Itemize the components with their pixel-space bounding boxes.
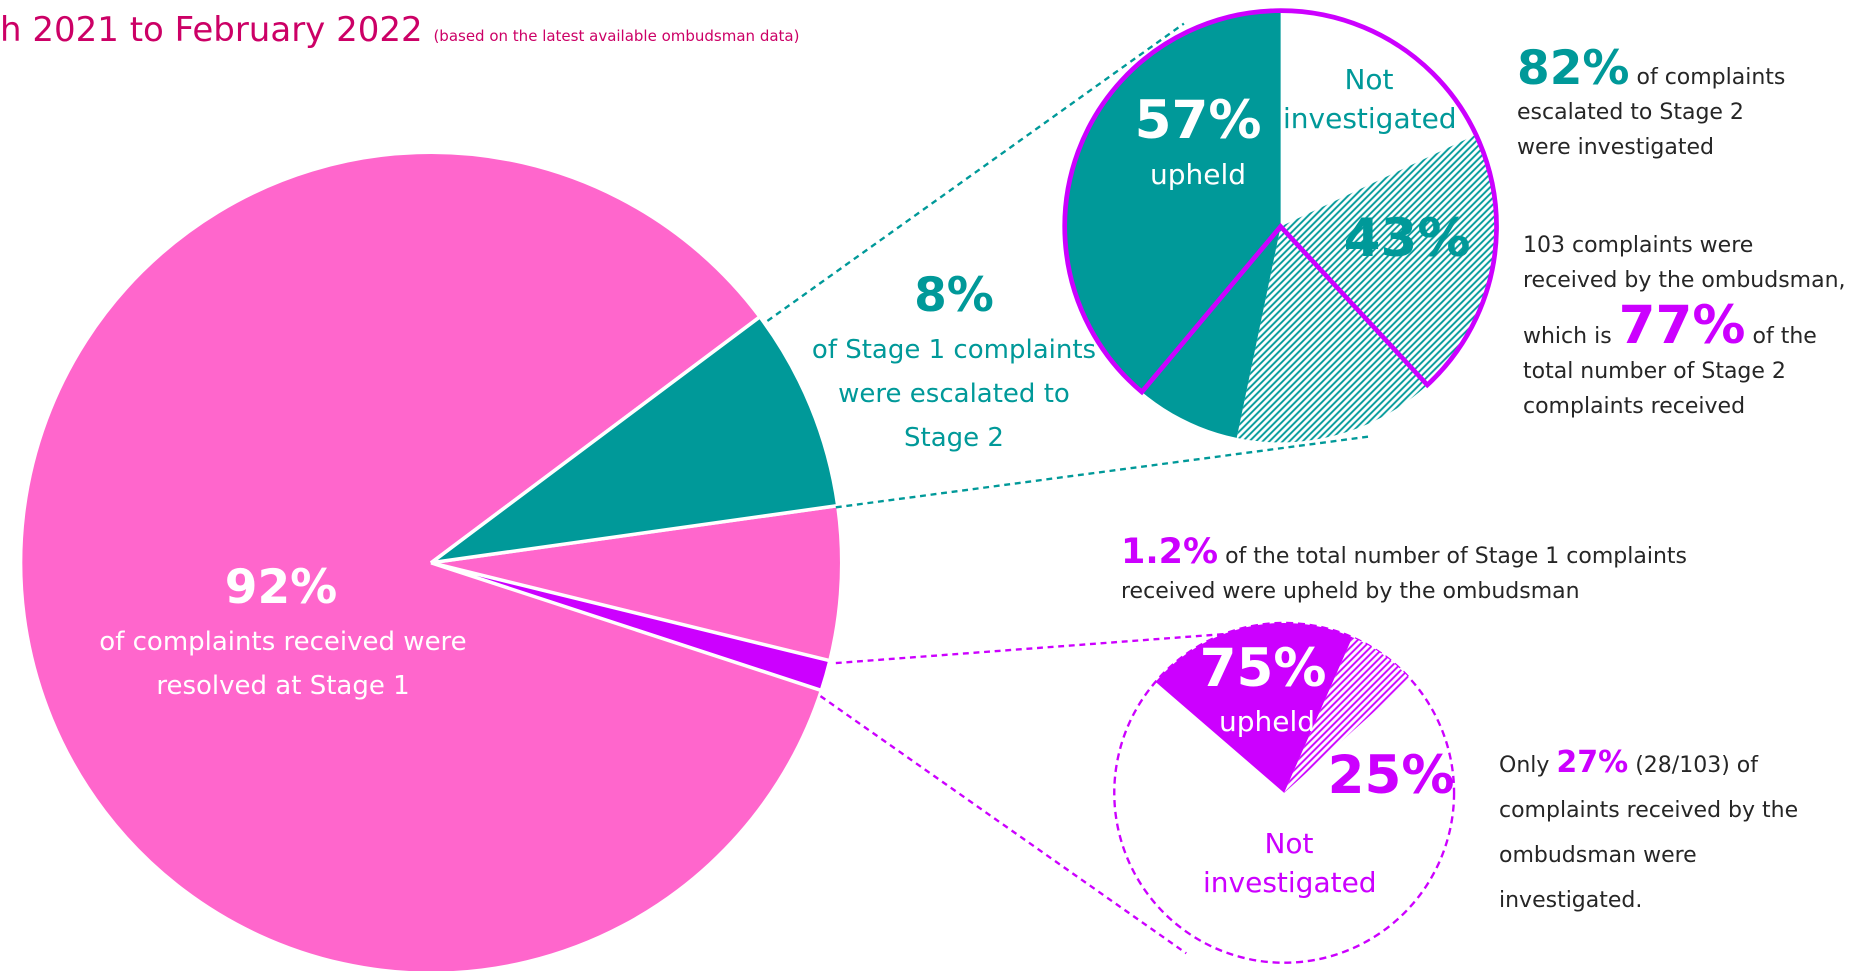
note-text: of the total number of Stage 1 complaint… <box>1121 544 1687 604</box>
stage2-pie <box>1062 8 1499 443</box>
pie-slice <box>1284 637 1411 793</box>
connector <box>819 695 1187 955</box>
investigated-note: Only 27% (28/103) of complaints received… <box>1499 740 1844 923</box>
investigated-note: 82% of complaints escalated to Stage 2 w… <box>1517 44 1799 165</box>
note-text: 103 complaints were received by the ombu… <box>1523 233 1846 349</box>
value-label: 92% <box>224 560 338 615</box>
received-note: 103 complaints were received by the ombu… <box>1523 228 1849 424</box>
upheld-note: 1.2% of the total number of Stage 1 comp… <box>1121 535 1688 609</box>
pie-slice <box>1280 10 1476 227</box>
not-investigated-label: Not investigated <box>1203 827 1377 899</box>
value-label: 82% <box>1517 41 1630 96</box>
value-label: 1.2% <box>1121 532 1219 572</box>
ombudsman-pie <box>1113 621 1456 964</box>
subtitle: h 2021 to February 2022 <box>0 10 423 50</box>
value-label: 43% <box>1343 208 1471 269</box>
pie-slice <box>430 561 833 693</box>
subtitle-line: h 2021 to February 2022 (based on the la… <box>0 10 799 50</box>
connector <box>835 435 1370 509</box>
slice-label: of Stage 1 complaints were escalated to … <box>811 335 1097 453</box>
note-text: (28/103) of <box>1635 753 1758 778</box>
upheld-label: upheld <box>1218 705 1316 738</box>
pie-slice <box>1064 10 1281 438</box>
slice-label: of complaints received were resolved at … <box>99 627 467 701</box>
note-text: of the total number of Stage 2 complaint… <box>1523 324 1817 419</box>
upheld-label: upheld <box>1149 158 1247 191</box>
note-text: of complaints escalated to Stage 2 were … <box>1517 65 1786 160</box>
note-text: Only <box>1499 753 1550 778</box>
main-pie <box>18 150 844 971</box>
value-label: 25% <box>1327 745 1455 806</box>
outline-sector <box>1062 8 1499 396</box>
pie-slice <box>1155 622 1353 793</box>
value-label: 27% <box>1556 745 1629 780</box>
value-label: 75% <box>1199 638 1327 699</box>
connector <box>766 22 1185 322</box>
value-label: 57% <box>1134 90 1262 151</box>
note: (based on the latest available ombudsman… <box>433 27 800 45</box>
value-label: 77% <box>1618 295 1746 356</box>
pie-slice <box>1236 134 1497 443</box>
not-investigated-label: Not investigated <box>1283 63 1457 135</box>
note-text: complaints received by the ombudsman wer… <box>1499 798 1799 913</box>
pie-slice <box>430 314 840 565</box>
value-label: 8% <box>914 268 994 323</box>
